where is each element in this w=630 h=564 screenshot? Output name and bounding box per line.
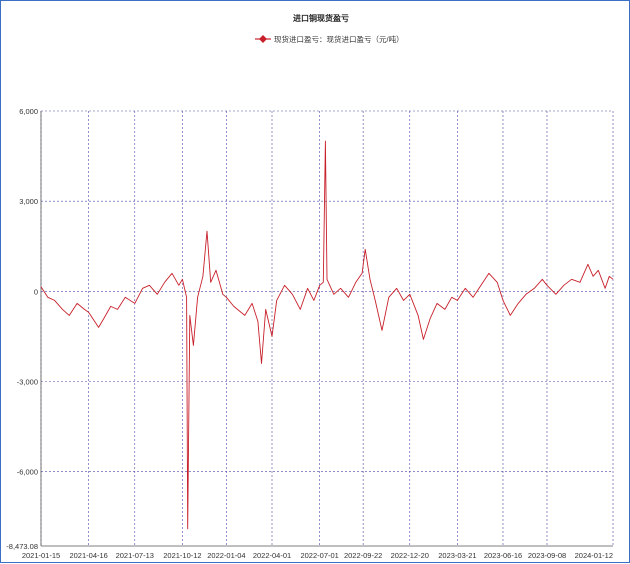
series-layer [40, 140, 614, 530]
y-tick-label: 6,000 [19, 107, 38, 116]
x-tick-label: 2023-03-21 [438, 551, 476, 560]
x-tick-label: 2021-04-16 [69, 551, 107, 560]
y-tick-label: 0 [34, 287, 38, 296]
x-tick-label: 2024-01-12 [575, 551, 613, 560]
x-tick-label: 2022-07-01 [300, 551, 338, 560]
legend-diamond-icon [259, 35, 267, 43]
legend-series-label: 现货进口盈亏：现货进口盈亏（元/吨） [274, 34, 404, 44]
x-tick-label: 2021-01-15 [22, 551, 60, 560]
y-tick-label: -8,473.08 [6, 542, 38, 551]
x-tick-label: 2023-09-08 [528, 551, 566, 560]
axis-layer: 6,000 3,000 0 -3,000 -6,000 -8,473.082021-01-… [6, 107, 613, 560]
x-tick-label: 2022-09-22 [344, 551, 382, 560]
series-line [40, 140, 614, 530]
x-tick-label: 2021-07-13 [116, 551, 154, 560]
y-tick-label: -3,000 [17, 378, 38, 387]
x-tick-label: 2022-12-20 [391, 551, 429, 560]
grid-layer [40, 110, 614, 546]
x-tick-label: 2022-04-01 [253, 551, 291, 560]
legend[interactable]: 现货进口盈亏：现货进口盈亏（元/吨） [255, 34, 404, 44]
y-tick-label: -6,000 [17, 468, 38, 477]
x-tick-label: 2021-10-12 [163, 551, 201, 560]
chart-title: 进口铜现货盈亏 [293, 13, 349, 23]
y-tick-label: 3,000 [19, 197, 38, 206]
x-tick-label: 2022-01-04 [207, 551, 245, 560]
x-tick-label: 2023-06-16 [484, 551, 522, 560]
